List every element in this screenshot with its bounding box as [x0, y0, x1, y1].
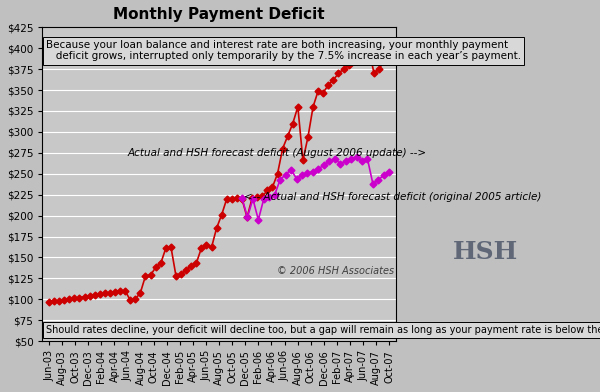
Text: Actual and HSH forecast deficit (August 2006 update) -->: Actual and HSH forecast deficit (August … [127, 148, 427, 158]
Text: <-- Actual and HSH forecast deficit (original 2005 article): <-- Actual and HSH forecast deficit (ori… [244, 192, 541, 202]
Text: HSH: HSH [454, 240, 518, 264]
Text: Should rates decline, your deficit will decline too, but a gap will remain as lo: Should rates decline, your deficit will … [46, 325, 600, 335]
Text: Because your loan balance and interest rate are both increasing, your monthly pa: Because your loan balance and interest r… [46, 40, 521, 62]
Title: Monthly Payment Deficit: Monthly Payment Deficit [113, 7, 325, 22]
Text: © 2006 HSH Associates: © 2006 HSH Associates [277, 266, 394, 276]
